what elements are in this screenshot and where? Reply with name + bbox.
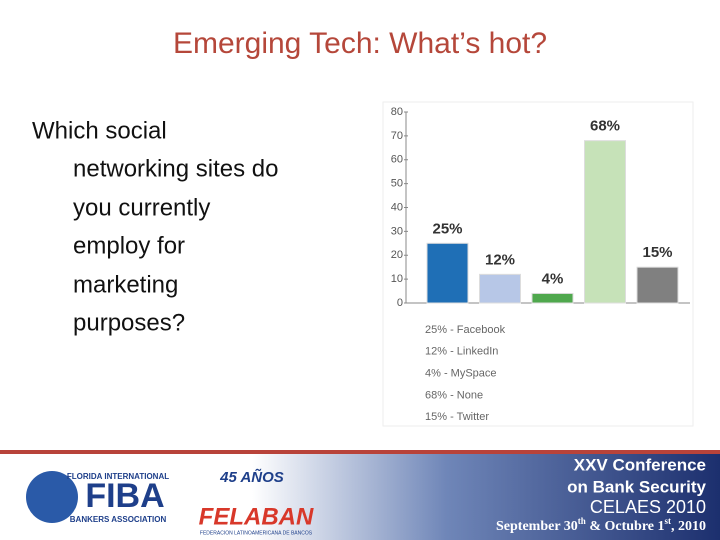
logo-text: FEDERACION LATINOAMERICANA DE BANCOS (200, 530, 313, 536)
conference-text: CELAES 2010 (590, 497, 706, 517)
value-label: 4% (542, 270, 564, 287)
conference-date: September 30th & Octubre 1st, 2010 (496, 516, 706, 534)
logo-text: FIBA (85, 477, 164, 515)
question: Which social networking sites do you cur… (32, 117, 278, 336)
y-tick-label: 60 (391, 154, 403, 166)
question-line: Which social (32, 117, 167, 144)
y-tick-label: 50 (391, 178, 403, 190)
slide-title: Emerging Tech: What’s hot? (173, 27, 547, 60)
question-line: purposes? (73, 309, 185, 336)
value-label: 68% (590, 118, 620, 135)
globe-icon (26, 471, 78, 523)
legend-label: 12% - LinkedIn (425, 346, 498, 358)
y-tick-label: 80 (391, 106, 403, 118)
legend-label: 15% - Twitter (425, 411, 489, 423)
question-line: networking sites do (73, 155, 278, 182)
logo-text: 45 AÑOS (219, 468, 284, 486)
logo-text: FLORIDA INTERNATIONAL (67, 472, 169, 481)
bar (636, 266, 679, 304)
logo-text: BANKERS ASSOCIATION (70, 515, 167, 524)
value-label: 15% (642, 244, 672, 261)
chart: 0 10 20 30 40 50 60 70 80 25% 12% 4% 68% 15% 25% - Fac… (391, 106, 690, 423)
y-tick-label: 40 (391, 201, 403, 213)
bar (584, 140, 626, 304)
conference-text: XXV Conference (574, 455, 706, 474)
bar (531, 292, 574, 304)
question-line: marketing (73, 271, 178, 298)
bar (479, 273, 521, 304)
logo-text: FELABAN (199, 503, 314, 530)
question-line: you currently (73, 194, 210, 221)
y-tick-label: 70 (391, 130, 403, 142)
y-tick-label: 20 (391, 249, 403, 261)
footer: FLORIDA INTERNATIONAL FIBA BANKERS ASSOC… (0, 450, 720, 540)
question-line: employ for (73, 232, 185, 259)
bar (426, 242, 469, 304)
legend-label: 4% - MySpace (425, 368, 497, 380)
y-tick-label: 0 (397, 297, 403, 309)
footer-band (0, 454, 720, 540)
value-label: 12% (485, 251, 515, 268)
y-tick-label: 30 (391, 225, 403, 237)
conference-text: on Bank Security (567, 477, 706, 496)
y-tick-label: 10 (391, 273, 403, 285)
footer-rule (0, 450, 720, 454)
legend-label: 25% - Facebook (425, 324, 506, 336)
value-label: 25% (432, 220, 462, 237)
legend-label: 68% - None (425, 389, 483, 401)
